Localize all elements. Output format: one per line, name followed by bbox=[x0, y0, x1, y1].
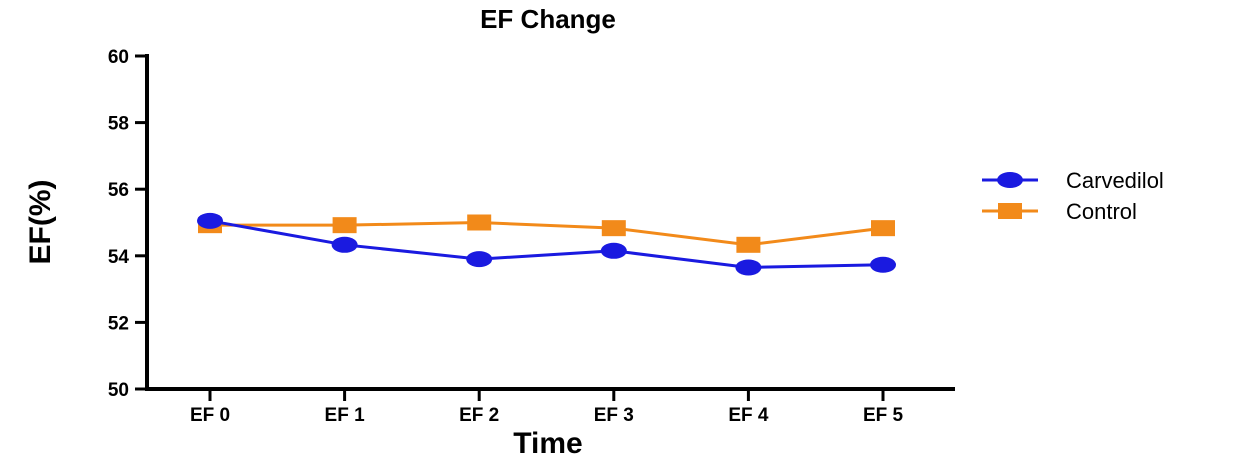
data-point bbox=[600, 242, 627, 259]
y-tick-label: 52 bbox=[108, 313, 129, 334]
y-tick-label: 58 bbox=[108, 114, 129, 135]
data-point bbox=[870, 256, 896, 273]
data-point bbox=[466, 251, 493, 268]
data-point bbox=[735, 259, 762, 276]
legend-item: Control bbox=[982, 199, 1137, 224]
legend-item: Carvedilol bbox=[982, 168, 1164, 193]
legend-marker bbox=[998, 203, 1022, 219]
chart-title: EF Change bbox=[480, 4, 616, 34]
x-axis-label: Time bbox=[513, 427, 582, 456]
x-tick-label: EF 5 bbox=[863, 405, 904, 426]
data-point bbox=[736, 236, 761, 253]
legend-label: Control bbox=[1066, 199, 1137, 224]
legend: Carvedilol Control bbox=[982, 168, 1164, 224]
y-tick-label: 60 bbox=[108, 47, 129, 68]
axes: 50 52 54 56 58 60 EF 0 EF 1 EF 2 EF 3 EF 4 EF 5 bbox=[108, 47, 955, 426]
y-tick-label: 56 bbox=[108, 180, 129, 201]
series-line bbox=[209, 219, 884, 269]
y-tick-label: 50 bbox=[108, 380, 129, 401]
data-point bbox=[331, 236, 358, 253]
y-tick-label: 54 bbox=[108, 247, 130, 268]
x-tick-label: EF 0 bbox=[190, 405, 230, 426]
x-tick-label: EF 3 bbox=[594, 405, 634, 426]
series-carvedilol bbox=[197, 212, 896, 276]
y-axis-label: EF(%) bbox=[24, 180, 57, 265]
x-tick-label: EF 4 bbox=[728, 405, 769, 426]
data-point bbox=[332, 217, 357, 234]
legend-label: Carvedilol bbox=[1066, 168, 1164, 193]
data-point bbox=[871, 220, 895, 237]
series-layer bbox=[197, 212, 896, 276]
x-tick-label: EF 1 bbox=[325, 405, 366, 426]
legend-marker bbox=[997, 172, 1023, 188]
series-control bbox=[198, 214, 895, 253]
data-point bbox=[601, 220, 626, 237]
series-line bbox=[210, 220, 884, 247]
x-tick-label: EF 2 bbox=[459, 405, 499, 426]
data-point bbox=[197, 212, 223, 229]
data-point bbox=[467, 214, 492, 231]
